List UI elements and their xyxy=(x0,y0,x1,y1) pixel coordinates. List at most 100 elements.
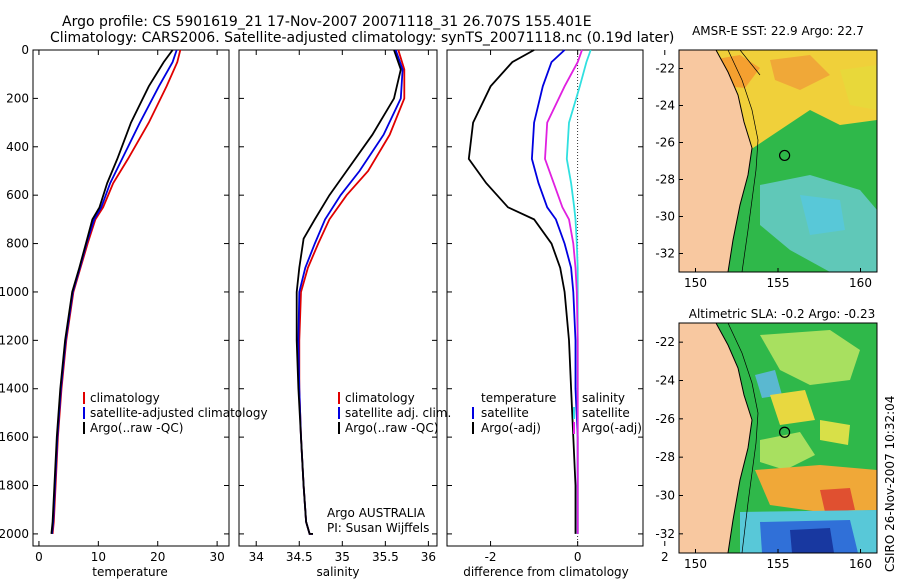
sst-map-axes: 150 155 160 -22 -24 -26 -28 -30 -32 xyxy=(655,62,872,291)
salinity-xtick-label: 34 xyxy=(249,550,264,564)
temperature-xtick-label: 20 xyxy=(150,550,165,564)
figure-title-line2: Climatology: CARS2006. Satellite-adjuste… xyxy=(50,30,674,46)
pi-label: PI: Susan Wijffels xyxy=(327,521,429,535)
depth-tick-label: 0 xyxy=(21,43,29,57)
sst-lat-label: -26 xyxy=(655,136,675,150)
salinity-xtick-label: 35 xyxy=(335,550,350,564)
salinity-plot: 34 34.5 35 35.5 36 xyxy=(239,49,437,564)
figure-title-line1: Argo profile: CS 5901619_21 17-Nov-2007 … xyxy=(62,14,592,30)
sla-yellow-patch xyxy=(820,420,850,445)
sst-lat-label: -24 xyxy=(655,99,675,113)
legend-climatology-label: climatology xyxy=(345,391,415,405)
temperature-xtick-label: 30 xyxy=(209,550,224,564)
difference-plot: -2 0 2 xyxy=(447,49,669,564)
legend-argo-label: Argo(..raw -QC) xyxy=(90,421,183,435)
sla-land xyxy=(679,323,752,553)
sst-contour xyxy=(727,50,759,272)
depth-tick-label: 1000 xyxy=(0,285,29,299)
sla-lat-label: -30 xyxy=(655,489,675,503)
sst-lon-label: 150 xyxy=(684,276,707,290)
legend-sal-satellite-label: satellite xyxy=(582,406,630,420)
sst-map-title: AMSR-E SST: 22.9 Argo: 22.7 xyxy=(692,24,864,38)
sla-map xyxy=(679,323,877,553)
difference-legend: temperature satellite Argo(-adj) salinit… xyxy=(472,391,642,435)
sla-red-patch xyxy=(820,488,855,512)
difference-series-temperature-satellite xyxy=(530,49,579,534)
sla-map-axes: 150 155 160 -22 -24 -26 -28 -30 -32 xyxy=(655,335,872,571)
legend-sal-argo-label: Argo(-adj) xyxy=(582,421,642,435)
salinity-xlabel: salinity xyxy=(316,565,359,579)
difference-xtick-label: 2 xyxy=(661,550,669,564)
argo-australia-label: Argo AUSTRALIA xyxy=(327,506,426,520)
temperature-xtick-label: 0 xyxy=(35,550,43,564)
sst-contour xyxy=(739,50,761,76)
sla-lat-label: -26 xyxy=(655,412,675,426)
difference-panel xyxy=(446,49,644,547)
sla-lon-label: 155 xyxy=(767,557,790,571)
legend-satellite-adj-label: satellite adj. clim. xyxy=(345,406,451,420)
depth-tick-label: 1600 xyxy=(0,430,29,444)
temperature-xlabel: temperature xyxy=(92,565,167,579)
sst-lat-label: -30 xyxy=(655,210,675,224)
legend-temp-argo-label: Argo(-adj) xyxy=(481,421,541,435)
sst-map xyxy=(679,50,877,272)
salinity-panel xyxy=(238,49,438,547)
sla-orange-region xyxy=(755,465,877,512)
difference-xlabel: difference from climatology xyxy=(463,565,629,579)
salinity-xtick-label: 35.5 xyxy=(372,550,399,564)
salinity-xtick-label: 36 xyxy=(421,550,436,564)
sst-lat-label: -32 xyxy=(655,247,675,261)
temperature-legend: climatology satellite-adjusted climatolo… xyxy=(83,391,268,435)
csiro-timestamp: CSIRO 26-Nov-2007 10:32:04 xyxy=(883,396,897,572)
sla-lat-label: -24 xyxy=(655,374,675,388)
temperature-plot: 0 10 20 30 0 200 400 600 800 1000 1200 1400 1600 1800… xyxy=(0,43,229,564)
sla-navy-patch xyxy=(790,528,834,553)
sst-coastline xyxy=(715,50,753,272)
legend-temp-satellite-label: satellite xyxy=(481,406,529,420)
sst-lon-label: 160 xyxy=(849,276,872,290)
sst-orange-patch xyxy=(770,55,830,90)
sst-yellow-patch xyxy=(840,65,877,110)
sla-contour xyxy=(727,323,759,553)
salinity-series-argo-raw-qc xyxy=(295,49,402,535)
legend-climatology-label: climatology xyxy=(90,391,160,405)
temperature-series-argo-raw-qc xyxy=(50,49,174,534)
sla-argo-location-marker xyxy=(778,426,791,438)
sla-lat-label: -22 xyxy=(655,335,675,349)
legend-argo-label: Argo(..raw -QC) xyxy=(345,421,438,435)
depth-tick-label: 800 xyxy=(6,237,29,251)
depth-tick-label: 1800 xyxy=(0,479,29,493)
sla-light-region xyxy=(760,432,815,470)
legend-satellite-adj-label: satellite-adjusted climatology xyxy=(90,406,268,420)
sla-yellow-patch xyxy=(770,390,815,425)
sla-lat-label: -32 xyxy=(655,527,675,541)
legend-salinity-heading: salinity xyxy=(582,391,625,405)
sst-land xyxy=(679,50,752,272)
depth-tick-label: 2000 xyxy=(0,527,29,541)
depth-tick-label: 200 xyxy=(6,91,29,105)
depth-tick-label: 1200 xyxy=(0,333,29,347)
sst-lat-label: -28 xyxy=(655,173,675,187)
difference-series-temperature-argo-adj xyxy=(467,49,577,534)
sla-lon-label: 150 xyxy=(684,557,707,571)
sla-lat-label: -28 xyxy=(655,450,675,464)
sla-blue-patch xyxy=(755,370,782,398)
depth-tick-label: 400 xyxy=(6,140,29,154)
sla-light-region xyxy=(760,330,860,385)
salinity-xtick-label: 34.5 xyxy=(286,550,313,564)
difference-xtick-label: -2 xyxy=(485,550,497,564)
sst-argo-location-marker xyxy=(778,149,791,162)
temperature-xtick-label: 10 xyxy=(91,550,106,564)
salinity-legend: climatology satellite adj. clim. Argo(..… xyxy=(327,391,451,535)
sla-lon-label: 160 xyxy=(849,557,872,571)
difference-xtick-label: 0 xyxy=(574,550,582,564)
sla-coastline xyxy=(715,323,753,553)
sst-cyan-patch xyxy=(800,195,845,235)
depth-tick-label: 600 xyxy=(6,188,29,202)
sst-lon-label: 155 xyxy=(767,276,790,290)
depth-tick-label: 1400 xyxy=(0,382,29,396)
sst-lat-label: -22 xyxy=(655,62,675,76)
difference-series-salinity-argo-adj xyxy=(544,49,583,534)
legend-temperature-heading: temperature xyxy=(481,391,556,405)
